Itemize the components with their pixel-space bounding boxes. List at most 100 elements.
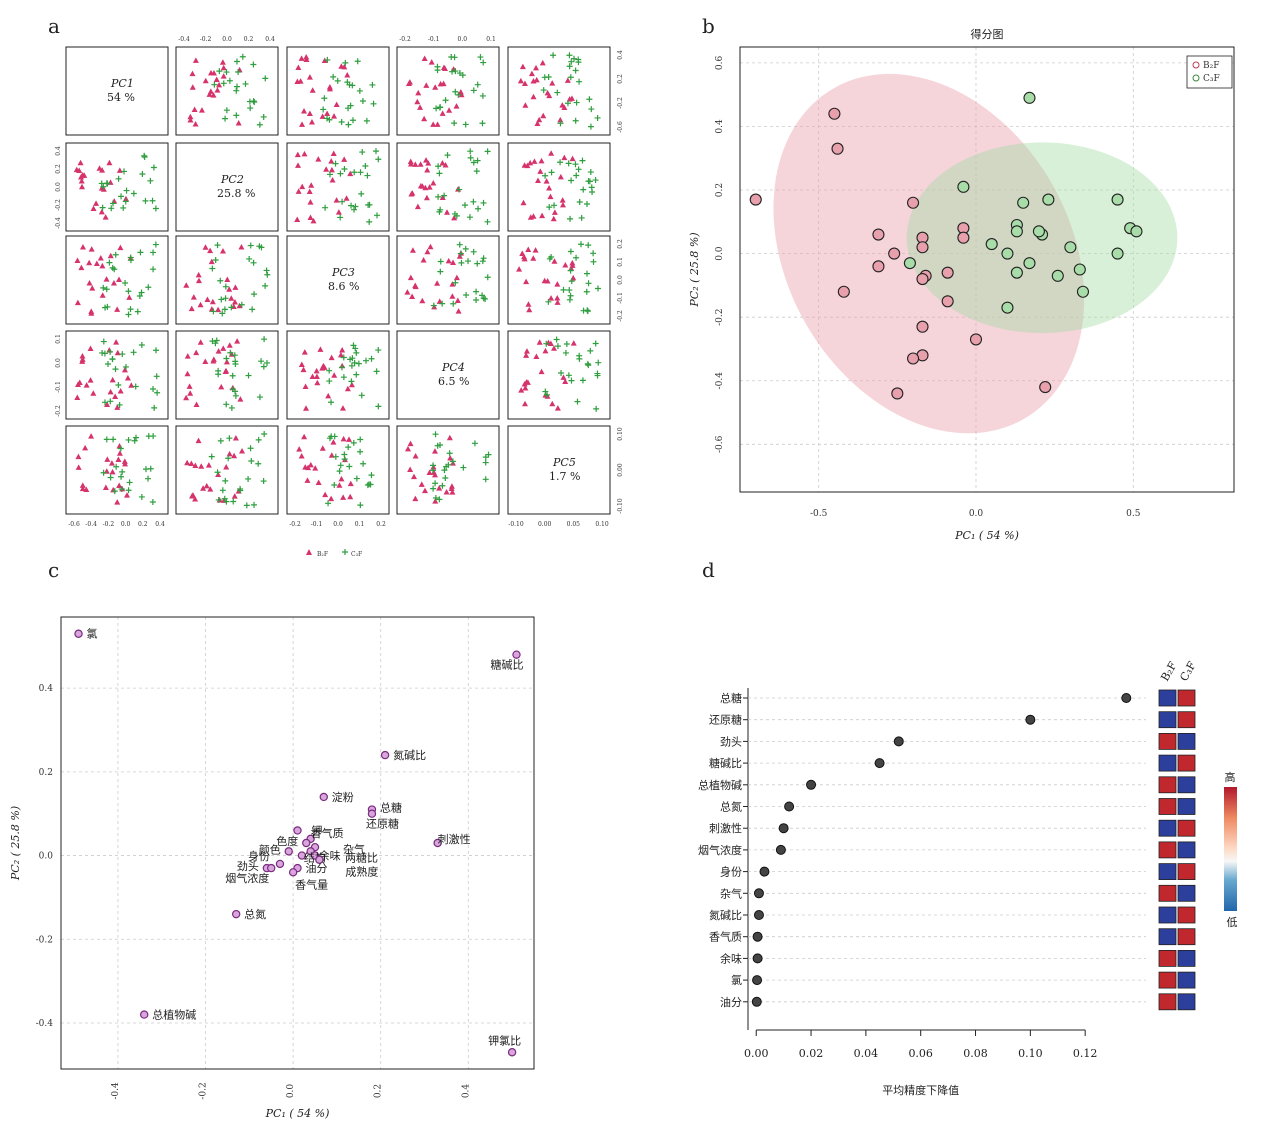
c3f-cross: [147, 177, 154, 184]
c3f-cross: [564, 100, 571, 107]
c3f-cross: [131, 437, 138, 444]
b2f-triangle: [325, 392, 332, 399]
b2f-triangle: [186, 383, 193, 389]
c3f-cross: [575, 56, 582, 63]
diag-pc-4: PC5: [552, 456, 576, 469]
c3f-cross: [108, 205, 115, 212]
c3f-cross: [432, 431, 439, 438]
score-point-b2f: [969, 333, 983, 346]
c3f-cross: [99, 204, 106, 211]
score-point-c3f: [1111, 247, 1124, 260]
c3f-cross: [220, 80, 227, 87]
c3f-cross: [112, 251, 119, 258]
b2f-triangle: [74, 394, 81, 401]
c3f-cross: [149, 499, 156, 506]
c3f-cross: [357, 448, 364, 455]
c3f-cross: [250, 98, 257, 105]
loading-label: 身份: [248, 849, 270, 863]
b2f-triangle: [314, 379, 321, 386]
score-point-c3f: [1042, 193, 1055, 206]
b2f-triangle: [346, 436, 353, 442]
c3f-cross: [256, 243, 263, 250]
c3f-cross: [121, 168, 128, 175]
b2f-triangle: [93, 260, 100, 266]
b2f-triangle: [441, 65, 448, 71]
b2f-triangle: [306, 110, 313, 116]
c3f-cross: [154, 389, 161, 396]
left-tick: -0.2: [55, 199, 62, 211]
c3f-cross: [456, 241, 463, 248]
heat-cell-b2f: [1158, 754, 1177, 772]
c3f-cross: [572, 67, 579, 74]
b2f-triangle: [437, 80, 444, 87]
c3f-cross: [574, 398, 581, 405]
c3f-cross: [557, 159, 564, 166]
c3f-cross: [452, 88, 459, 95]
b2f-triangle: [210, 357, 217, 364]
variable-label: 劲头: [720, 735, 742, 748]
b2f-triangle: [302, 383, 309, 390]
c3f-cross: [542, 172, 549, 179]
c3f-cross: [566, 63, 573, 70]
b2f-triangle: [313, 367, 320, 374]
score-point-c3f: [1023, 257, 1036, 270]
heat-cell-c3f: [1177, 993, 1196, 1011]
c3f-cross: [351, 359, 358, 366]
c3f-cross: [470, 248, 477, 255]
c3f-cross: [546, 204, 553, 211]
b2f-triangle: [226, 450, 233, 457]
x-axis-label: 平均精度下降值: [882, 1083, 959, 1097]
b2f-triangle: [236, 302, 243, 309]
b2f-triangle: [301, 349, 308, 355]
b2f-triangle: [418, 481, 425, 487]
c3f-cross: [368, 472, 375, 479]
b2f-triangle: [75, 453, 82, 460]
b2f-triangle: [451, 214, 458, 221]
b2f-triangle: [439, 159, 446, 166]
left-tick: 0.0: [55, 358, 62, 368]
c3f-cross: [575, 166, 582, 173]
c3f-cross: [110, 436, 117, 443]
c3f-cross: [467, 148, 474, 155]
loading-point: [275, 859, 285, 869]
c3f-cross: [249, 306, 256, 313]
b2f-triangle: [426, 469, 433, 475]
b2f-triangle: [89, 285, 96, 291]
c3f-cross: [100, 183, 107, 190]
variable-label: 氮碱比: [709, 908, 742, 922]
plot-frame: [739, 46, 1235, 493]
c3f-cross: [322, 204, 329, 211]
b2f-triangle: [538, 368, 545, 375]
b2f-triangle: [99, 292, 106, 298]
loading-label: 两糖比: [345, 851, 378, 865]
b2f-triangle: [78, 264, 85, 271]
b2f-triangle: [518, 387, 525, 393]
c3f-cross: [106, 259, 113, 266]
plot-frame: [60, 616, 535, 1070]
b2f-triangle: [427, 243, 434, 250]
c3f-cross: [221, 495, 228, 502]
b2f-triangle: [303, 405, 310, 411]
c3f-cross: [122, 363, 129, 370]
top-tick: -0.2: [200, 36, 212, 43]
c3f-cross: [430, 462, 437, 469]
right-tick: 0.1: [617, 257, 624, 267]
c3f-cross: [340, 354, 347, 361]
c3f-cross: [326, 116, 333, 123]
c3f-cross: [138, 341, 145, 348]
b2f-triangle: [338, 475, 345, 482]
c3f-cross: [579, 377, 586, 384]
c3f-cross: [107, 474, 114, 481]
c3f-cross: [357, 169, 364, 176]
b2f-triangle: [560, 374, 567, 380]
c3f-cross: [352, 203, 359, 210]
c3f-cross: [566, 287, 573, 294]
bottom-tick: -0.2: [103, 521, 115, 528]
top-tick: 0.0: [222, 36, 232, 43]
b2f-triangle: [303, 54, 310, 60]
b2f-triangle: [195, 271, 202, 278]
c3f-cross: [357, 436, 364, 443]
b2f-triangle: [525, 301, 532, 307]
x-axis-label: PC₁ ( 54 %): [265, 1107, 330, 1120]
c3f-cross: [119, 351, 126, 358]
